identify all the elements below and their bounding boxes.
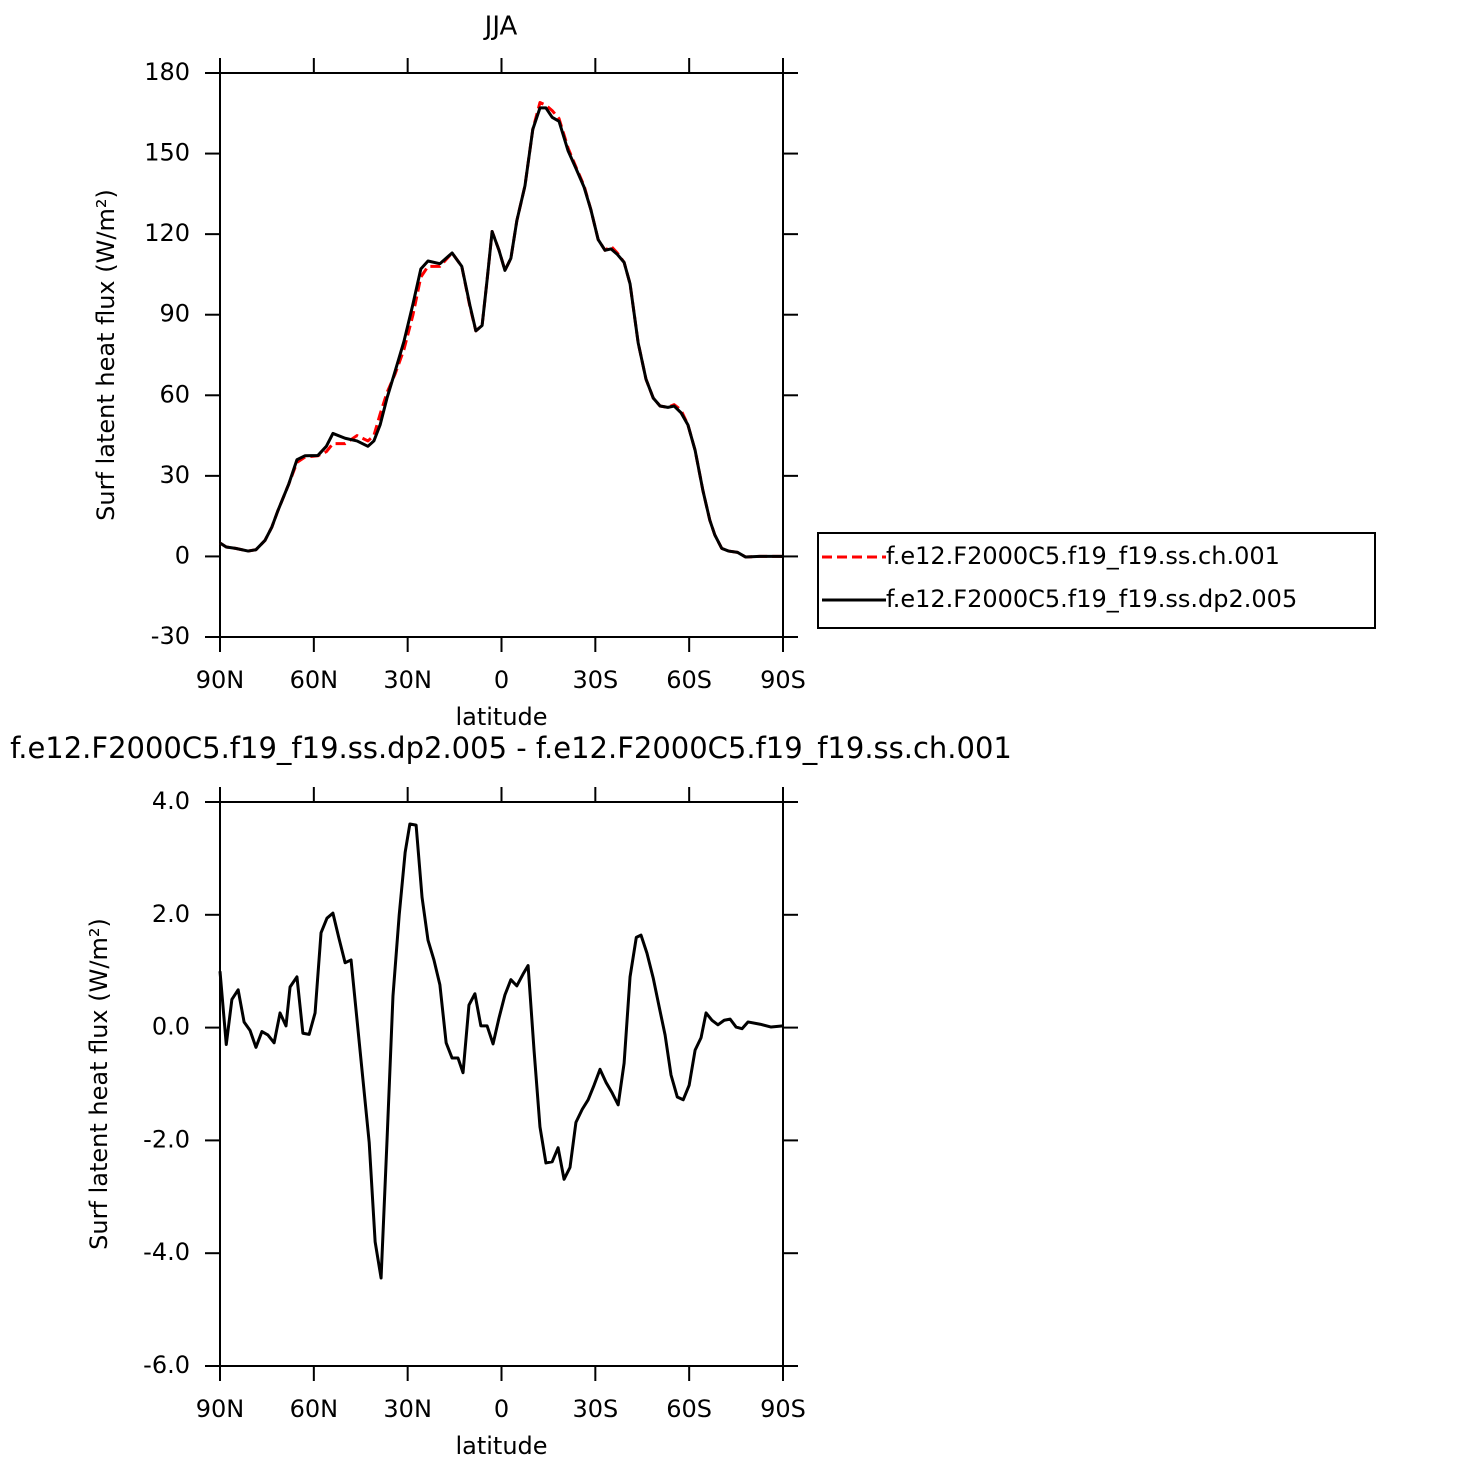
y-tick-label: 150 bbox=[144, 139, 190, 167]
y-tick-label: 120 bbox=[144, 219, 190, 247]
x-tick-label: 90N bbox=[196, 1395, 245, 1423]
x-axis-label: latitude bbox=[455, 703, 547, 731]
x-tick-label: 90N bbox=[196, 666, 245, 694]
y-tick-label: 60 bbox=[159, 380, 190, 408]
y-axis-label: Surf latent heat flux (W/m²) bbox=[92, 189, 120, 521]
y-tick-label: -2.0 bbox=[143, 1125, 190, 1153]
y-tick-label: 30 bbox=[159, 461, 190, 489]
x-tick-label: 60N bbox=[290, 666, 339, 694]
legend-label: f.e12.F2000C5.f19_f19.ss.ch.001 bbox=[886, 542, 1280, 570]
y-tick-label: -6.0 bbox=[143, 1351, 190, 1379]
series-line bbox=[218, 822, 784, 1280]
y-tick-label: 2.0 bbox=[152, 900, 190, 928]
y-axis-label: Surf latent heat flux (W/m²) bbox=[85, 918, 113, 1250]
chart-title: JJA bbox=[483, 12, 518, 42]
y-tick-label: 90 bbox=[159, 300, 190, 328]
plot-frame bbox=[219, 801, 784, 1367]
y-tick-label: 180 bbox=[144, 58, 190, 86]
y-tick-label: 4.0 bbox=[152, 787, 190, 815]
y-tick-label: 0 bbox=[175, 541, 190, 569]
y-tick-label: 0.0 bbox=[152, 1013, 190, 1041]
x-tick-label: 0 bbox=[494, 1395, 509, 1423]
x-tick-label: 60S bbox=[666, 1395, 712, 1423]
x-tick-label: 90S bbox=[760, 666, 806, 694]
chart-title: f.e12.F2000C5.f19_f19.ss.dp2.005 - f.e12… bbox=[10, 731, 1012, 765]
x-tick-label: 30S bbox=[572, 666, 618, 694]
y-tick-label: -4.0 bbox=[143, 1238, 190, 1266]
x-tick-label: 30N bbox=[383, 1395, 432, 1423]
x-tick-label: 0 bbox=[494, 666, 509, 694]
x-tick-label: 60S bbox=[666, 666, 712, 694]
legend-box bbox=[817, 532, 1376, 629]
x-axis-label: latitude bbox=[455, 1432, 547, 1460]
x-tick-label: 30N bbox=[383, 666, 432, 694]
legend-label: f.e12.F2000C5.f19_f19.ss.dp2.005 bbox=[886, 585, 1297, 613]
x-tick-label: 90S bbox=[760, 1395, 806, 1423]
x-tick-label: 30S bbox=[572, 1395, 618, 1423]
x-tick-label: 60N bbox=[290, 1395, 339, 1423]
plot-frame bbox=[219, 72, 784, 638]
series-line bbox=[219, 106, 783, 559]
series-line bbox=[219, 101, 783, 559]
y-tick-label: -30 bbox=[151, 622, 190, 650]
